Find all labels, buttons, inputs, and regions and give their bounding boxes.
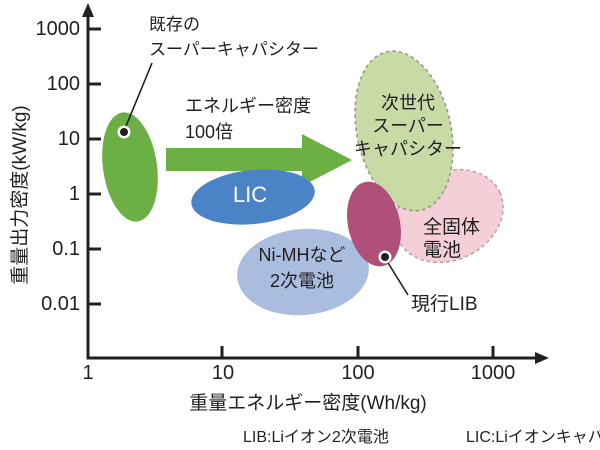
- x-tick-label-100: 100: [341, 362, 375, 384]
- x-tick-label-1: 1: [82, 362, 94, 384]
- y-tick-label-0-1: 0.1: [52, 238, 80, 260]
- existing-supercap-leader-line: [123, 62, 153, 132]
- x-axis-arrowhead-icon: [535, 352, 549, 364]
- y-tick-label-10: 10: [57, 128, 80, 150]
- current-lib-leader-line: [384, 257, 409, 296]
- existing-supercap-region-ellipse: [102, 112, 158, 222]
- x-tick-label-1000: 1000: [470, 362, 516, 384]
- y-tick-label-100: 100: [46, 73, 80, 95]
- current-lib-region-ellipse: [347, 181, 401, 267]
- y-tick-label-1000: 1000: [35, 18, 81, 40]
- y-tick-label-1: 1: [68, 183, 80, 205]
- energy-density-arrow: [166, 134, 352, 186]
- solid-state-battery-label: 全固体 電池: [423, 217, 481, 261]
- current-lib-label: 現行LIB: [411, 294, 478, 315]
- nimh-region-ellipse: [237, 228, 369, 316]
- lic-region-ellipse: [191, 169, 315, 225]
- existing-supercap-label: 既存の スーパーキャパシター: [149, 15, 319, 59]
- y-axis-arrowhead-icon: [82, 3, 94, 17]
- energy-density-arrow-label: エネルギー密度 100倍: [185, 96, 311, 142]
- existing-supercap-marker-dot: [120, 128, 128, 136]
- y-tick-label-0-01: 0.01: [41, 293, 80, 315]
- x-tick-label-10: 10: [211, 362, 235, 384]
- next-gen-supercap-label: 次世代 スーパー キャパシター: [354, 93, 462, 159]
- y-axis-title: 重量出力密度(kW/kg): [10, 105, 31, 285]
- next-gen-supercap-region-ellipse: [354, 50, 454, 212]
- axes: [86, 14, 537, 360]
- x-axis-title: 重量エネルギー密度(Wh/kg): [189, 393, 427, 414]
- lic-label: LIC: [232, 182, 268, 207]
- footnote-lic-definition: LIC:Liイオンキャパシター: [466, 429, 600, 446]
- nimh-label: Ni-MHなど 2次電池: [258, 245, 346, 291]
- current-lib-marker-dot: [381, 253, 389, 261]
- footnote-lib-definition: LIB:Liイオン2次電池: [243, 429, 389, 446]
